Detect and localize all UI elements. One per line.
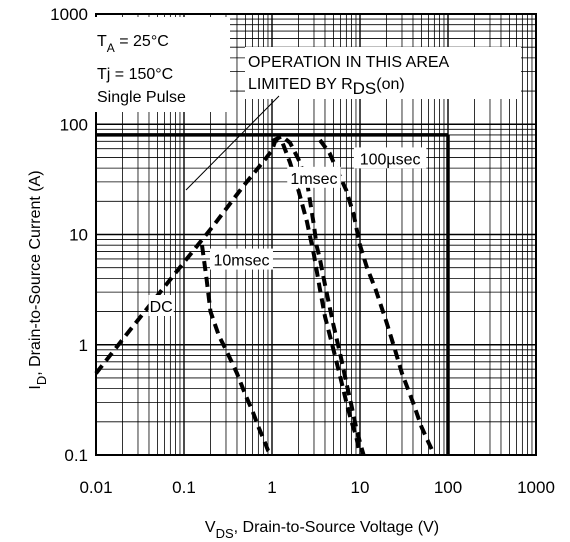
- y-tick-label: 10: [69, 226, 88, 245]
- rds-note-leader: [185, 95, 280, 191]
- x-axis-title: VDS, Drain-to-Source Voltage (V): [205, 519, 439, 541]
- ta-condition: TA = 25°C: [97, 33, 169, 55]
- x-tick-label: 1: [267, 478, 276, 497]
- conditions-box: [91, 17, 230, 112]
- rds-note-bg: [245, 47, 521, 99]
- curve-label: DC: [150, 299, 173, 316]
- curve-label: 10msec: [213, 253, 269, 270]
- curve-label-bg: [148, 294, 174, 316]
- x-tick-label: 10: [351, 478, 370, 497]
- x-tick-label: 1000: [517, 478, 555, 497]
- rds-limit-note: OPERATION IN THIS AREA LIMITED BY RDS(on…: [185, 47, 521, 191]
- curve-labels: DC 10msec 1msec 100µsec: [148, 147, 427, 316]
- y-tick-label: 1000: [50, 5, 88, 24]
- tj-condition: Tj = 150°C: [97, 66, 173, 83]
- plot-frame: [95, 13, 537, 456]
- chart-curves: [94, 134, 437, 457]
- x-tick-label: 100: [434, 478, 462, 497]
- x-tick-label: 0.1: [172, 478, 196, 497]
- rds-note-line1: OPERATION IN THIS AREA: [248, 54, 450, 71]
- conditions-note: TA = 25°C Tj = 150°C Single Pulse: [91, 17, 230, 112]
- curve-label: 100µsec: [360, 151, 421, 168]
- curve-label-bg: [209, 248, 273, 270]
- x-tick-label: 0.01: [79, 478, 112, 497]
- y-axis-title: ID, Drain-to-Source Current (A): [27, 170, 49, 389]
- rds-note-line2: LIMITED BY RDS(on): [248, 76, 405, 98]
- y-tick-label: 100: [60, 115, 88, 134]
- curve-label-bg: [287, 166, 341, 188]
- curve-label-bg: [353, 147, 427, 169]
- curve-10msec: [200, 244, 274, 457]
- curve-100sec: [318, 138, 437, 456]
- pulse-condition: Single Pulse: [97, 89, 186, 106]
- y-tick-label: 1: [79, 336, 88, 355]
- tick-labels: 0.01 0.1 1 10 100 1000 0.1 1 10 100 1000: [50, 5, 555, 497]
- curve-label: 1msec: [290, 171, 337, 188]
- y-tick-label: 0.1: [64, 446, 88, 465]
